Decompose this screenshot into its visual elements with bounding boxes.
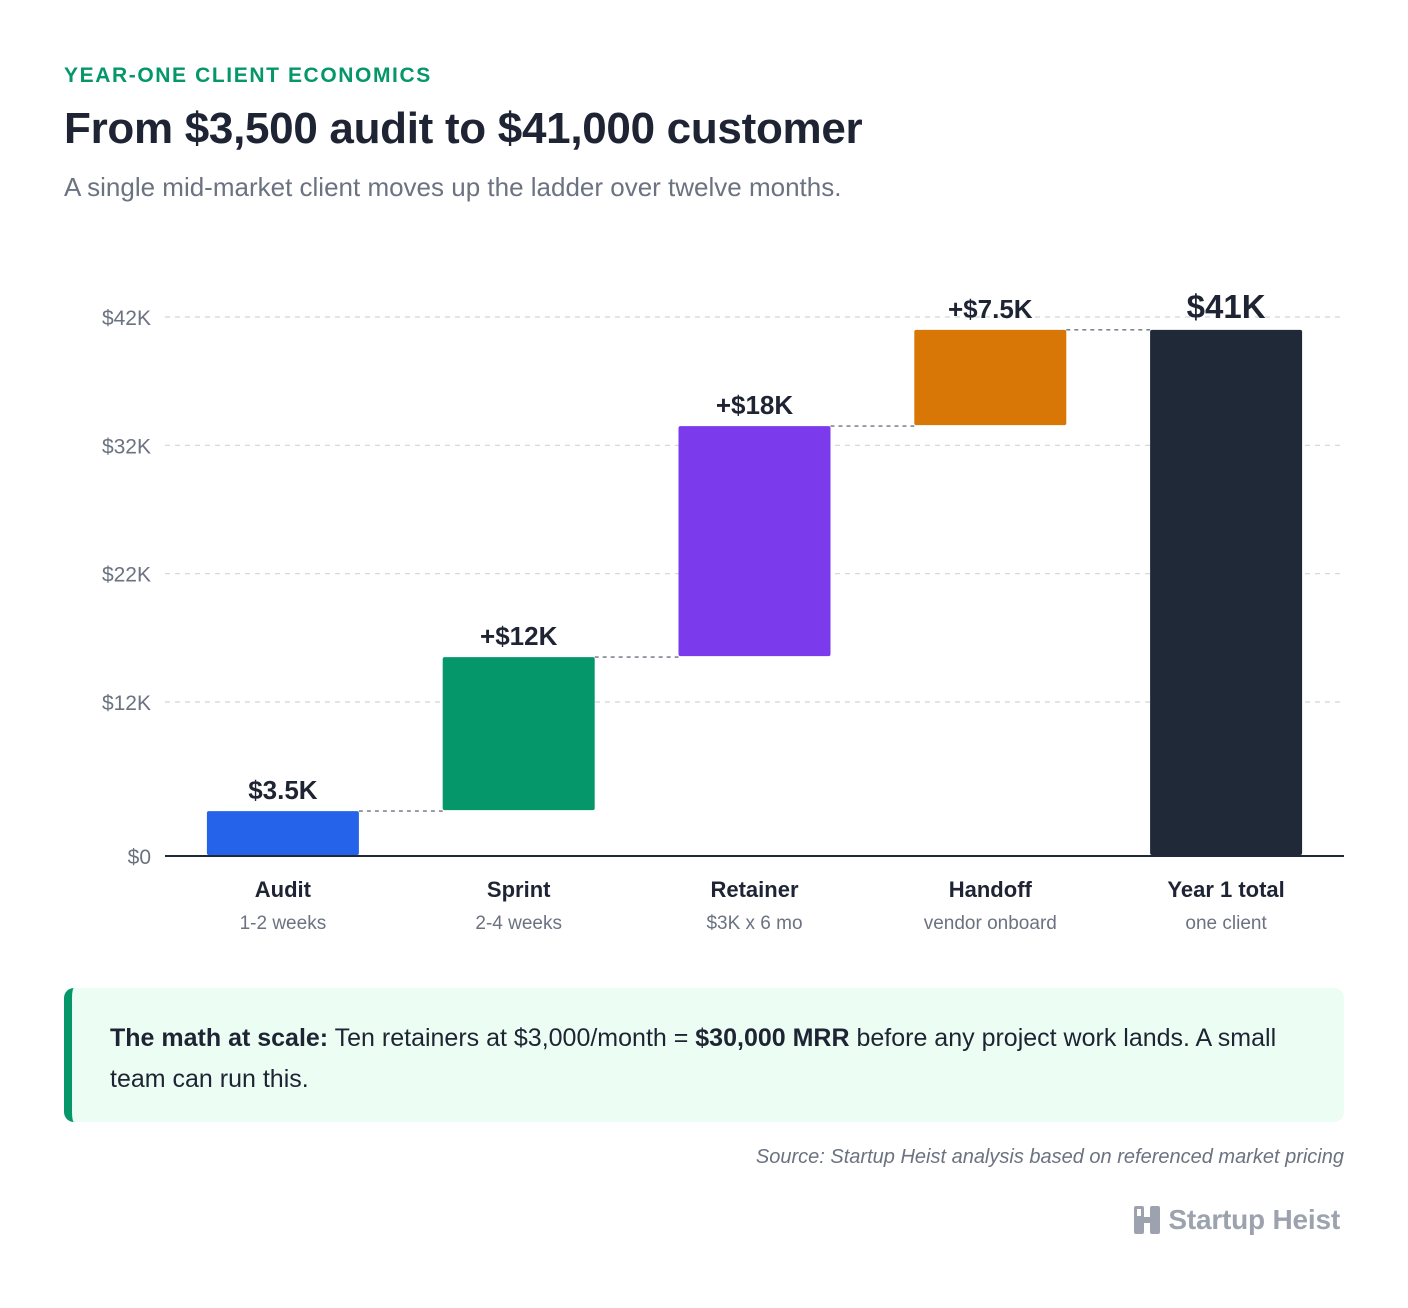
x-category-label: Audit [255, 877, 312, 902]
bar-audit [206, 811, 359, 855]
h-logo-icon [1134, 1206, 1161, 1234]
callout-box: The math at scale: Ten retainers at $3,0… [64, 988, 1344, 1122]
data-label: +$18K [716, 390, 794, 420]
bar-retainer [678, 426, 831, 657]
bar-sprint [442, 657, 595, 811]
x-category-sublabel: one client [1185, 913, 1267, 934]
bar-handoff [914, 329, 1067, 426]
data-label: $3.5K [248, 775, 318, 805]
eyebrow-label: YEAR-ONE CLIENT ECONOMICS [64, 64, 432, 87]
x-category-sublabel: 1-2 weeks [240, 913, 327, 934]
callout-text-2: before any project work lands. A small t… [110, 1024, 1277, 1093]
x-category-sublabel: 2-4 weeks [475, 913, 562, 934]
callout-emphasis: $30,000 MRR [695, 1024, 850, 1052]
waterfall-chart: $0 $12K $22K $32K $42K $3.5K Audit 1-2 weeks +$1… [102, 288, 1344, 934]
chart-subtitle: A single mid-market client moves up the … [64, 172, 842, 202]
data-label: +$7.5K [948, 294, 1033, 324]
data-label: $41K [1187, 288, 1266, 325]
x-category-label: Year 1 total [1167, 877, 1284, 902]
y-tick-label: $42K [102, 307, 151, 330]
brand-name: Startup Heist [1168, 1204, 1340, 1235]
data-label: +$12K [480, 621, 558, 651]
y-tick-label: $32K [102, 435, 151, 458]
callout-text-1: Ten retainers at $3,000/month = [328, 1024, 696, 1052]
source-note: Source: Startup Heist analysis based on … [755, 1146, 1344, 1168]
x-category-sublabel: vendor onboard [924, 913, 1057, 934]
x-category-label: Sprint [487, 877, 551, 902]
y-tick-label: $22K [102, 564, 151, 587]
x-category-sublabel: $3K x 6 mo [706, 913, 802, 934]
x-category-label: Handoff [949, 877, 1033, 902]
y-tick-label: $12K [102, 692, 151, 715]
chart-title: From $3,500 audit to $41,000 customer [64, 104, 863, 153]
x-category-label: Retainer [710, 877, 798, 902]
bar-year-1-total [1150, 329, 1303, 855]
callout-lead: The math at scale: [110, 1024, 329, 1052]
brand-logo: Startup Heist [1134, 1204, 1340, 1236]
y-tick-label: $0 [128, 846, 151, 869]
